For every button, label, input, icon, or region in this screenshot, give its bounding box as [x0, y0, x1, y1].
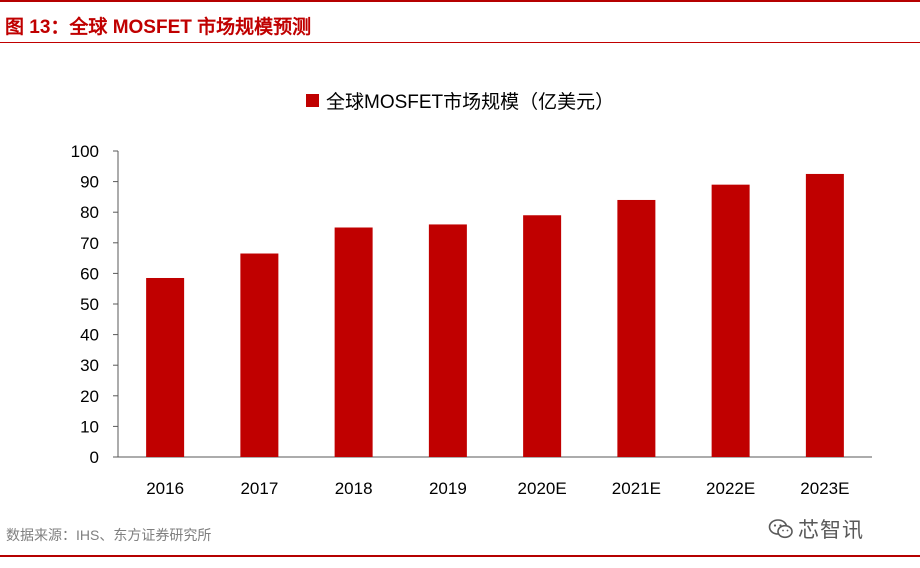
- bar-2021E: [617, 199, 656, 457]
- x-tick-label: 2020E: [518, 479, 567, 498]
- legend-swatch: [306, 94, 319, 107]
- source-note: 数据来源：IHS、东方证券研究所: [6, 527, 212, 543]
- watermark: 芯智讯: [768, 514, 864, 544]
- x-tick-label: 2023E: [800, 479, 849, 498]
- watermark-text: 芯智讯: [798, 519, 864, 542]
- x-tick-label: 2022E: [706, 479, 755, 498]
- y-tick-label: 30: [80, 356, 99, 375]
- y-tick-label: 10: [80, 417, 99, 436]
- x-axis: 2016 2017 2018 2019 2020E 2021E 2022E 2023E: [118, 456, 872, 498]
- bars: [146, 173, 844, 457]
- bar-2020E: [523, 215, 562, 457]
- bar-2023E: [805, 173, 844, 457]
- bottom-rule: [0, 555, 920, 557]
- legend: 全球MOSFET市场规模（亿美元）: [306, 91, 614, 113]
- y-tick-label: 40: [80, 326, 99, 345]
- x-tick-label: 2021E: [612, 479, 661, 498]
- x-tick-label: 2019: [429, 479, 467, 498]
- wechat-icon: [768, 519, 793, 539]
- figure-title: 图 13：全球 MOSFET 市场规模预测: [5, 17, 312, 38]
- x-tick-label: 2016: [146, 479, 184, 498]
- top-rule: [0, 0, 920, 2]
- y-tick-label: 100: [71, 142, 99, 161]
- y-tick-label: 90: [80, 173, 99, 192]
- title-rule: [0, 42, 920, 43]
- y-tick-label: 80: [80, 203, 99, 222]
- y-tick-label: 60: [80, 264, 99, 283]
- bar-2018: [334, 227, 373, 457]
- y-axis: 0 10 20 30 40 50 60 70 80 90 100: [71, 142, 119, 467]
- bar-chart: 全球MOSFET市场规模（亿美元） 0 10 20 30 40 50 60 70 80 90 100…: [71, 91, 872, 498]
- x-tick-label: 2018: [335, 479, 373, 498]
- x-tick-label: 2017: [240, 479, 278, 498]
- y-tick-label: 0: [90, 448, 99, 467]
- legend-label: 全球MOSFET市场规模（亿美元）: [326, 91, 614, 113]
- y-tick-label: 70: [80, 234, 99, 253]
- y-tick-label: 20: [80, 387, 99, 406]
- y-tick-label: 50: [80, 295, 99, 314]
- bar-2019: [428, 224, 467, 457]
- bar-2016: [146, 277, 185, 457]
- bar-2022E: [711, 184, 750, 457]
- bar-2017: [240, 253, 279, 457]
